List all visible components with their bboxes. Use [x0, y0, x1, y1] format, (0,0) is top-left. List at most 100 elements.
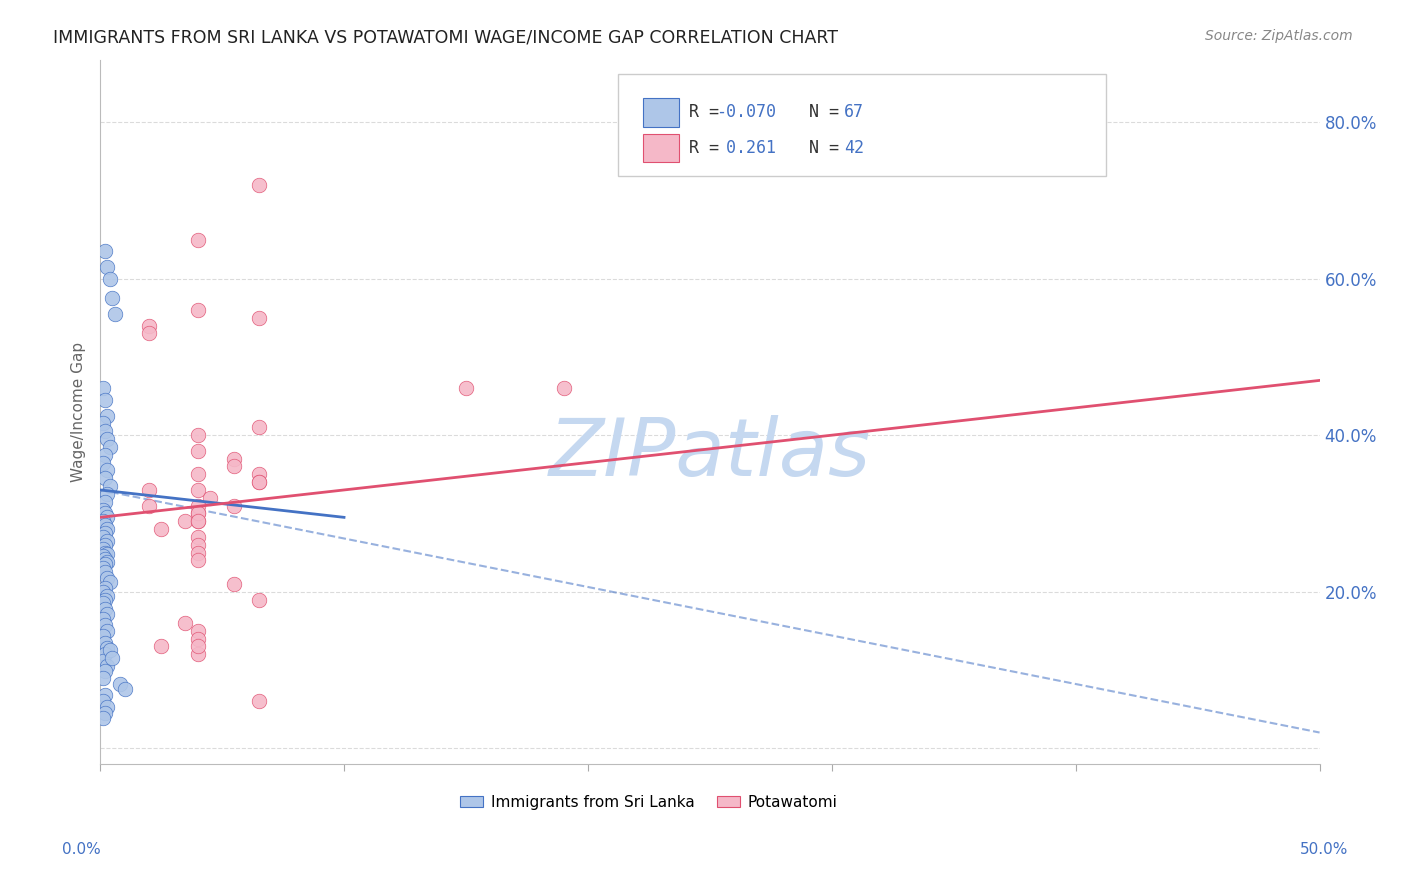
Point — [98, 575, 121, 590]
Point — [247, 178, 270, 192]
Point — [187, 443, 209, 458]
Point — [96, 432, 118, 446]
Point — [247, 475, 270, 490]
Point — [91, 417, 114, 431]
Point — [96, 659, 118, 673]
Point — [96, 571, 118, 585]
Point — [96, 463, 118, 477]
Point — [187, 545, 209, 559]
Point — [96, 589, 118, 603]
Text: N =: N = — [789, 103, 849, 120]
Point — [96, 522, 118, 536]
Point — [94, 688, 117, 702]
Point — [96, 547, 118, 561]
Point — [96, 260, 118, 274]
Point — [114, 682, 136, 697]
Point — [108, 677, 131, 691]
Text: 42: 42 — [844, 138, 865, 157]
Text: 0.261: 0.261 — [716, 138, 776, 157]
Point — [187, 507, 209, 521]
Point — [94, 617, 117, 632]
Point — [94, 526, 117, 541]
Point — [138, 326, 160, 341]
Point — [187, 624, 209, 638]
Point — [187, 467, 209, 482]
Point — [91, 549, 114, 564]
Point — [94, 706, 117, 720]
Point — [138, 318, 160, 333]
Point — [150, 522, 173, 536]
Point — [94, 538, 117, 552]
FancyBboxPatch shape — [643, 98, 679, 127]
Point — [98, 440, 121, 454]
Point — [91, 514, 114, 528]
Point — [187, 632, 209, 646]
Point — [247, 420, 270, 434]
Text: R =: R = — [689, 138, 730, 157]
Text: ZIPatlas: ZIPatlas — [548, 415, 870, 493]
Text: 67: 67 — [844, 103, 865, 120]
Text: 0.0%: 0.0% — [62, 842, 101, 856]
Point — [224, 459, 246, 474]
Point — [94, 471, 117, 485]
Point — [187, 538, 209, 552]
Point — [138, 499, 160, 513]
Point — [91, 530, 114, 544]
Point — [187, 647, 209, 661]
FancyBboxPatch shape — [643, 134, 679, 161]
Point — [247, 694, 270, 708]
Point — [94, 665, 117, 679]
Point — [91, 584, 114, 599]
Point — [98, 479, 121, 493]
Point — [187, 507, 209, 521]
Point — [94, 545, 117, 559]
Point — [94, 448, 117, 462]
Point — [96, 533, 118, 548]
Point — [91, 502, 114, 516]
Point — [94, 507, 117, 521]
Point — [187, 514, 209, 528]
Point — [94, 635, 117, 649]
Point — [98, 643, 121, 657]
Point — [94, 581, 117, 595]
Point — [94, 244, 117, 259]
Point — [553, 381, 575, 395]
Point — [224, 499, 246, 513]
Point — [96, 700, 118, 714]
Point — [187, 514, 209, 528]
Point — [91, 711, 114, 725]
Point — [91, 541, 114, 556]
Point — [96, 510, 118, 524]
Point — [247, 475, 270, 490]
Point — [94, 592, 117, 607]
Point — [224, 577, 246, 591]
Text: IMMIGRANTS FROM SRI LANKA VS POTAWATOMI WAGE/INCOME GAP CORRELATION CHART: IMMIGRANTS FROM SRI LANKA VS POTAWATOMI … — [53, 29, 838, 46]
Point — [94, 494, 117, 508]
Point — [94, 424, 117, 438]
Point — [94, 551, 117, 566]
FancyBboxPatch shape — [619, 74, 1107, 176]
Point — [187, 640, 209, 654]
Point — [187, 553, 209, 567]
Text: Source: ZipAtlas.com: Source: ZipAtlas.com — [1205, 29, 1353, 43]
Point — [96, 409, 118, 423]
Point — [101, 651, 124, 665]
Point — [91, 671, 114, 685]
Legend: Immigrants from Sri Lanka, Potawatomi: Immigrants from Sri Lanka, Potawatomi — [454, 789, 844, 816]
Point — [187, 483, 209, 497]
Point — [198, 491, 221, 505]
Point — [91, 612, 114, 626]
Point — [247, 467, 270, 482]
Point — [91, 694, 114, 708]
Point — [187, 428, 209, 442]
Point — [96, 487, 118, 501]
Text: R =: R = — [689, 103, 730, 120]
Y-axis label: Wage/Income Gap: Wage/Income Gap — [72, 342, 86, 482]
Point — [247, 310, 270, 325]
Text: N =: N = — [789, 138, 849, 157]
Point — [101, 291, 124, 305]
Point — [247, 592, 270, 607]
Point — [187, 303, 209, 318]
Point — [187, 530, 209, 544]
Point — [150, 640, 173, 654]
